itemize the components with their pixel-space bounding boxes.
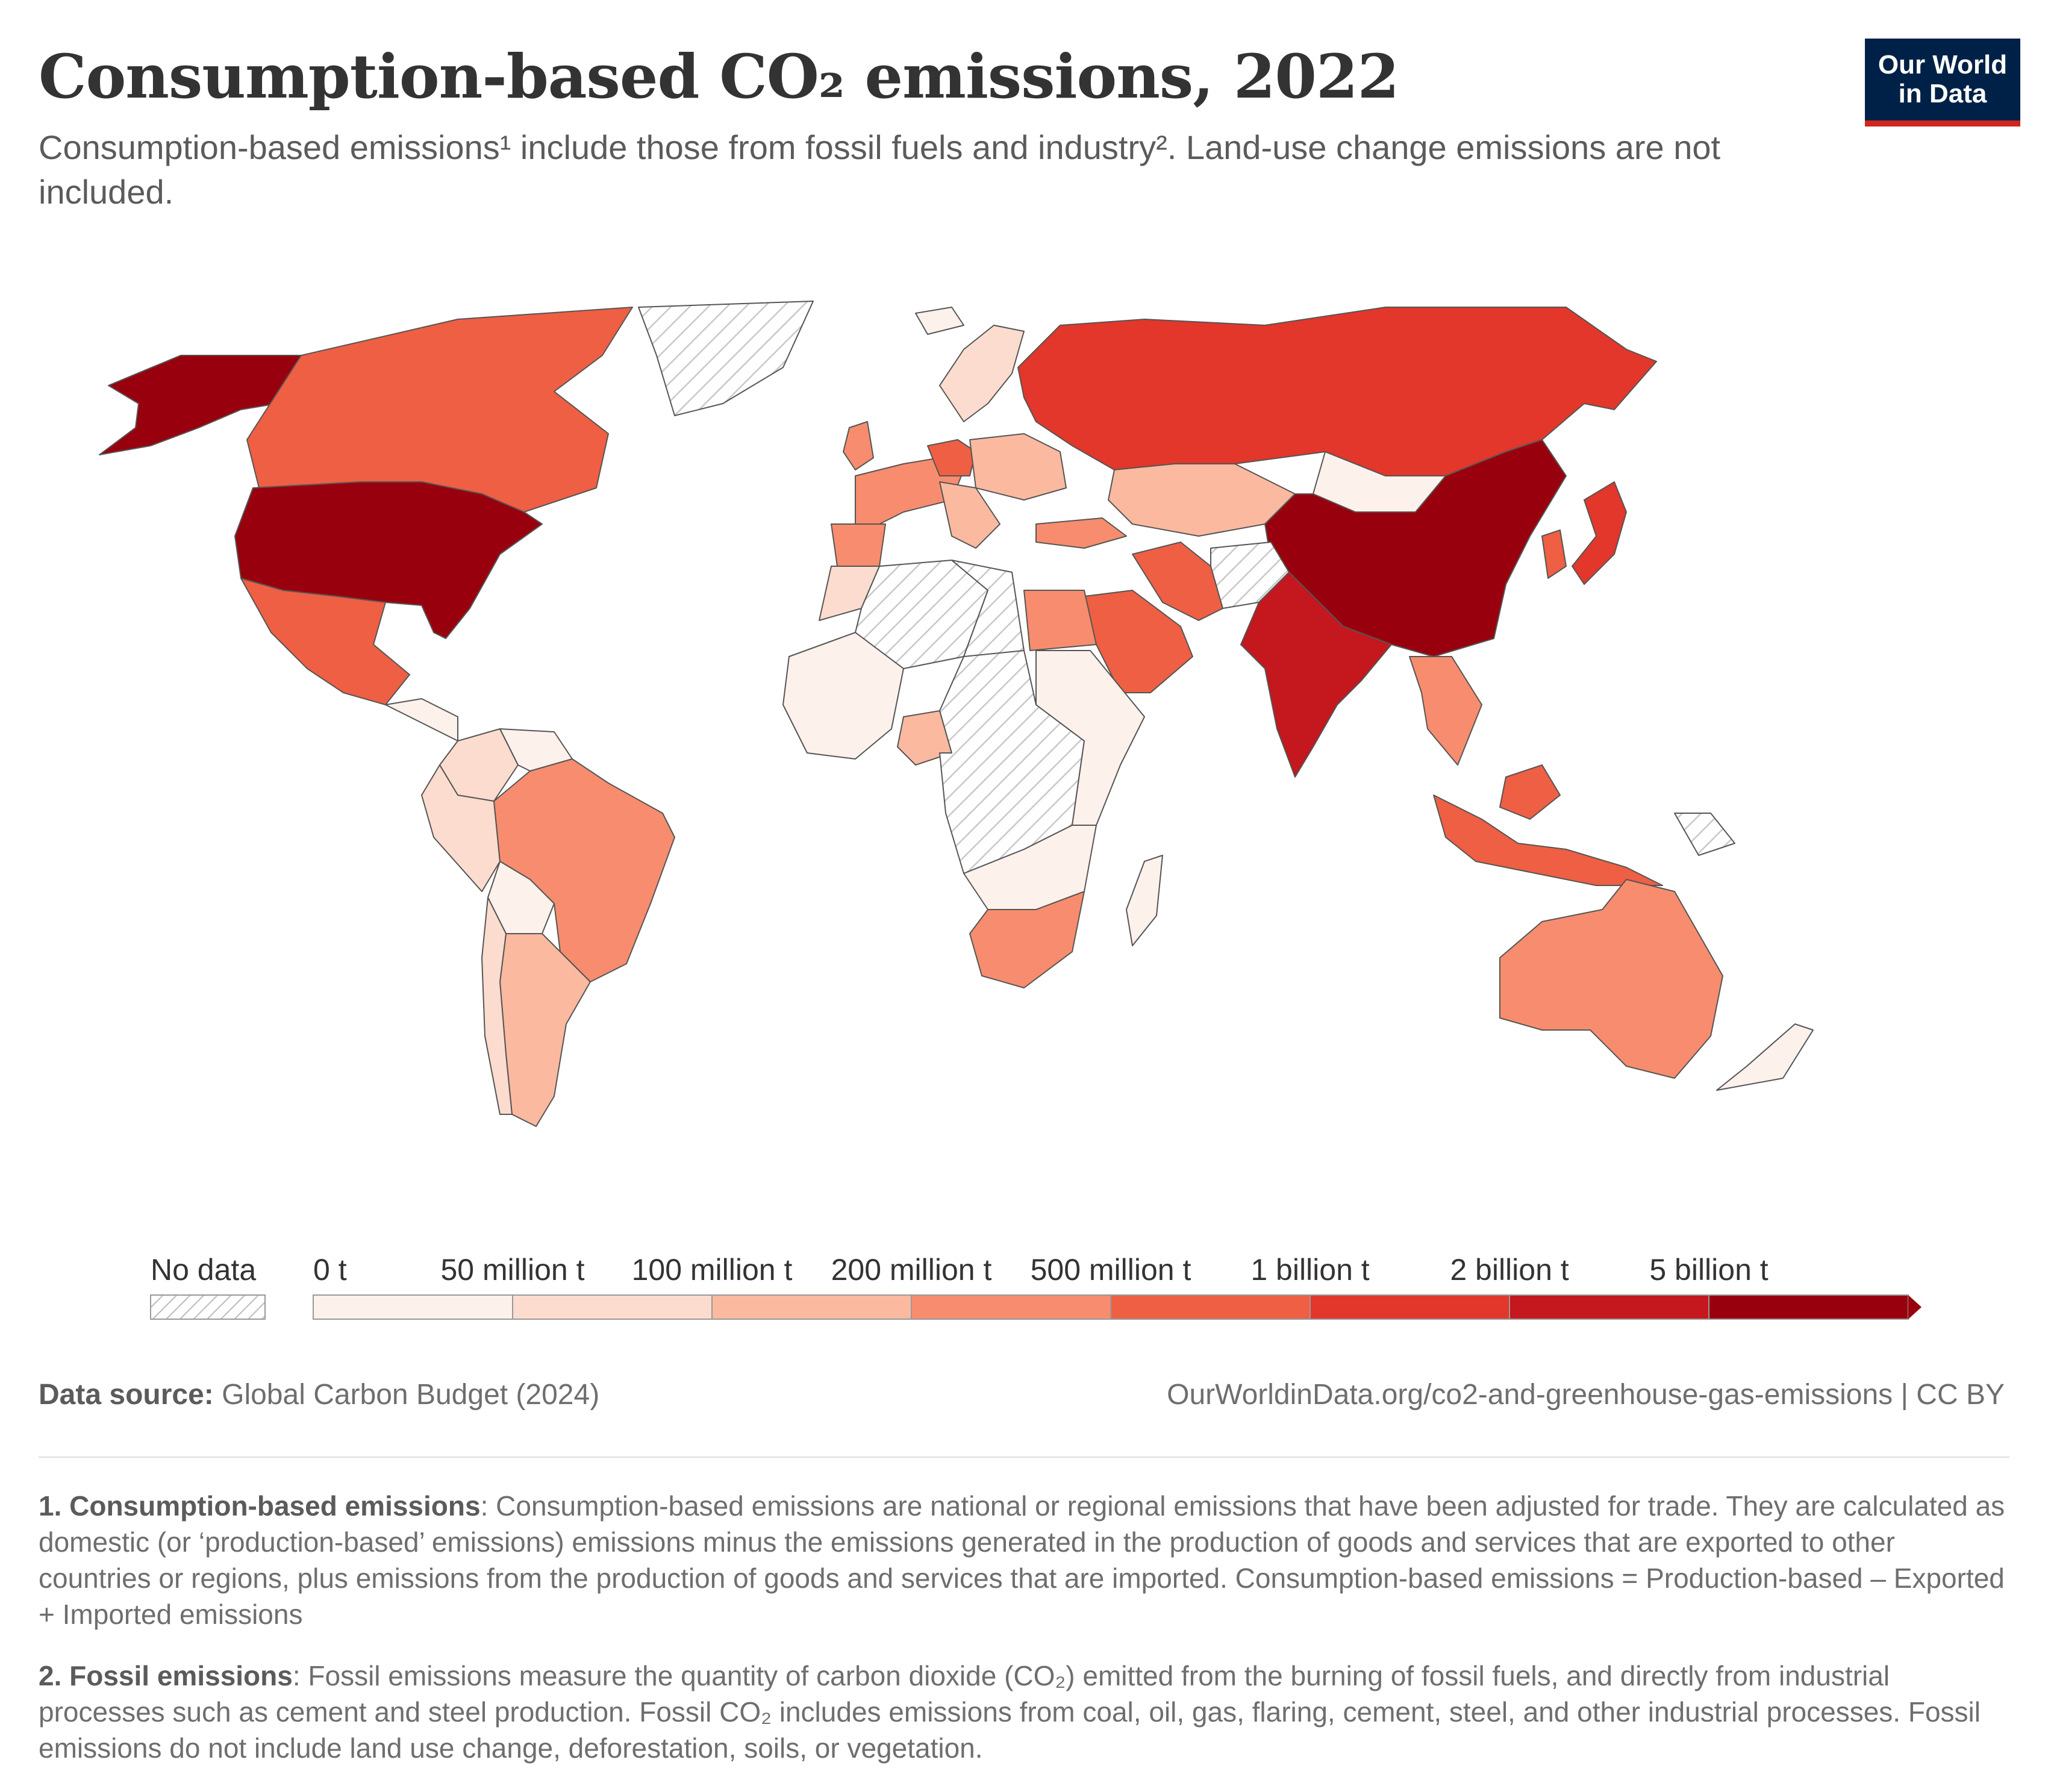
region-madagascar[interactable] <box>1126 855 1163 946</box>
legend-bin-1[interactable] <box>512 1294 713 1320</box>
legend-bin-4[interactable] <box>1110 1294 1311 1320</box>
region-saudi-arabia[interactable] <box>1084 590 1193 693</box>
region-egypt[interactable] <box>1023 590 1097 651</box>
region-central-america[interactable] <box>385 698 458 741</box>
region-chile[interactable] <box>481 897 513 1115</box>
legend-no-data-swatch <box>150 1294 266 1320</box>
region-scandinavia[interactable] <box>939 325 1025 422</box>
source-url[interactable]: OurWorldinData.org/co2-and-greenhouse-ga… <box>1167 1379 2005 1411</box>
source-text[interactable]: Global Carbon Budget (2024) <box>222 1379 600 1411</box>
region-alaska[interactable] <box>99 355 302 455</box>
footnote-1: 1. Consumption-based emissions: Consumpt… <box>39 1488 2009 1632</box>
legend-no-data-label: No data <box>151 1253 256 1287</box>
legend-tick-label-7: 5 billion t <box>1649 1253 1768 1287</box>
footnote-2-title: 2. Fossil emissions <box>39 1660 293 1691</box>
region-new-zealand[interactable] <box>1716 1023 1814 1091</box>
legend-tick-label-0: 0 t <box>313 1253 347 1287</box>
footer-divider <box>39 1456 2009 1458</box>
owid-logo[interactable]: Our World in Data <box>1865 39 2020 126</box>
legend-tick-label-3: 200 million t <box>831 1253 992 1287</box>
legend-bin-0[interactable] <box>313 1294 513 1320</box>
legend-bin-3[interactable] <box>911 1294 1111 1320</box>
region-india[interactable] <box>1240 572 1392 778</box>
chart-title: Consumption-based CO₂ emissions, 2022 <box>39 41 1399 112</box>
region-uk[interactable] <box>843 421 874 470</box>
logo-line-1: Our World <box>1878 50 2008 80</box>
legend-tick-label-2: 100 million t <box>632 1253 793 1287</box>
region-russia[interactable] <box>1017 307 1657 476</box>
legend-bin-6[interactable] <box>1509 1294 1709 1320</box>
chart-subtitle: Consumption-based emissions¹ include tho… <box>39 128 1721 211</box>
footnote-2: 2. Fossil emissions: Fossil emissions me… <box>39 1658 2009 1766</box>
region-iberia[interactable] <box>831 523 886 567</box>
region-canada[interactable] <box>246 307 633 513</box>
region-japan[interactable] <box>1572 481 1627 585</box>
legend-tick-label-1: 50 million t <box>441 1253 585 1287</box>
region-korea[interactable] <box>1541 529 1567 579</box>
legend-tick-label-6: 2 billion t <box>1450 1253 1569 1287</box>
legend-tick-label-5: 1 billion t <box>1250 1253 1369 1287</box>
region-peru[interactable] <box>421 764 501 892</box>
footnote-2-text: : Fossil emissions measure the quantity … <box>39 1660 1981 1764</box>
region-southeast-asia[interactable] <box>1409 656 1482 766</box>
map-legend: No data 0 t 50 million t 100 million t 200 … <box>150 1253 1922 1320</box>
logo-line-2: in Data <box>1898 79 1987 108</box>
region-borneo[interactable] <box>1499 764 1561 820</box>
region-west-africa[interactable] <box>782 632 904 760</box>
region-nigeria[interactable] <box>897 710 952 766</box>
footnote-1-text: : Consumption-based emissions are nation… <box>39 1490 2005 1630</box>
region-mexico[interactable] <box>240 578 410 705</box>
region-turkey[interactable] <box>1035 517 1127 549</box>
region-iceland[interactable] <box>915 307 964 335</box>
region-south-africa[interactable] <box>969 891 1085 988</box>
data-source: Data source: Global Carbon Budget (2024) <box>39 1378 599 1411</box>
world-map[interactable] <box>0 283 2048 1223</box>
region-italy-balkans[interactable] <box>939 481 1001 549</box>
footnote-1-title: 1. Consumption-based emissions <box>39 1490 481 1522</box>
region-png[interactable] <box>1674 813 1735 856</box>
region-eastern-europe[interactable] <box>969 433 1067 501</box>
region-greenland[interactable] <box>638 301 814 416</box>
legend-bin-7[interactable] <box>1708 1294 1909 1320</box>
source-label: Data source: <box>39 1379 214 1411</box>
legend-bin-2[interactable] <box>711 1294 912 1320</box>
legend-tick-label-4: 500 million t <box>1031 1253 1191 1287</box>
region-indonesia[interactable] <box>1433 795 1663 886</box>
legend-arrow-tip <box>1908 1295 1922 1319</box>
legend-bin-5[interactable] <box>1310 1294 1510 1320</box>
region-australia[interactable] <box>1499 879 1723 1079</box>
